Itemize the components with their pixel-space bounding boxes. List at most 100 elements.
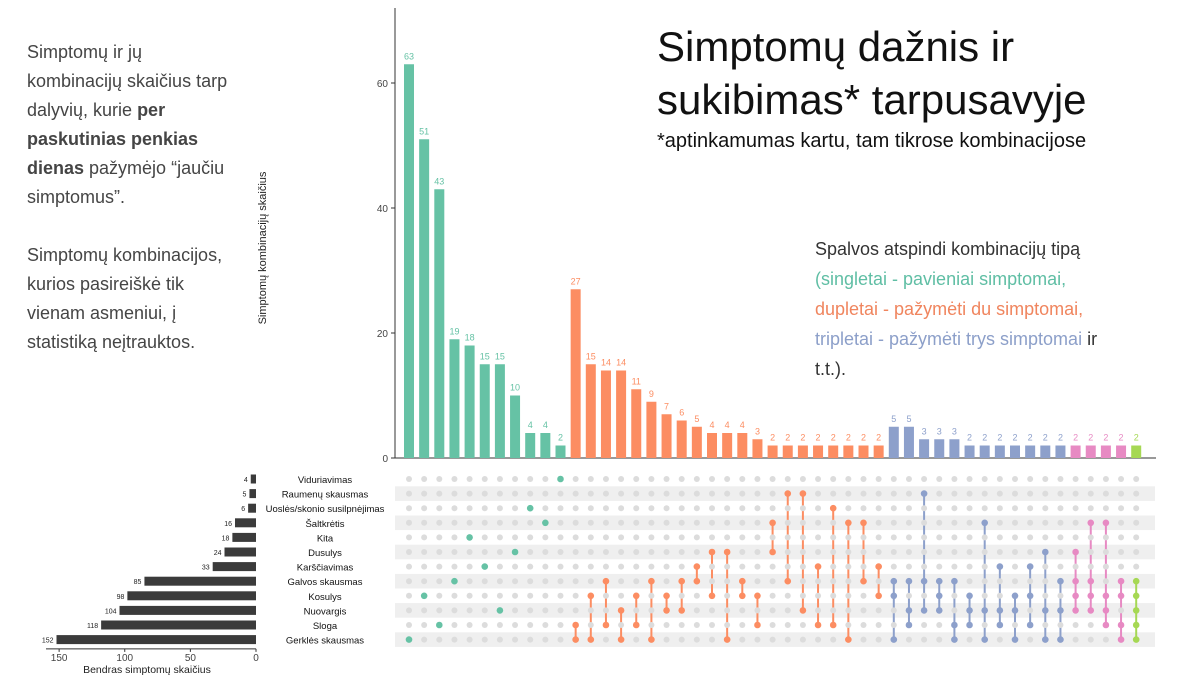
matrix-dot bbox=[527, 490, 534, 497]
matrix-dot bbox=[1072, 636, 1079, 643]
matrix-dot bbox=[1102, 505, 1109, 512]
matrix-dot-active bbox=[1102, 592, 1110, 600]
legend-singles: singletai - pavieniai simptomai, bbox=[821, 269, 1067, 289]
matrix-dot-active bbox=[723, 548, 731, 556]
matrix-dot-active bbox=[1087, 577, 1095, 585]
bar-value-label: 6 bbox=[679, 408, 684, 418]
bar-value-label: 5 bbox=[891, 414, 896, 424]
matrix-dot bbox=[436, 578, 443, 585]
matrix-dot bbox=[602, 563, 609, 570]
matrix-dot bbox=[875, 534, 882, 541]
matrix-dot bbox=[572, 490, 579, 497]
set-size-value: 98 bbox=[117, 594, 125, 601]
matrix-dot bbox=[769, 534, 776, 541]
matrix-dot bbox=[602, 505, 609, 512]
matrix-dot bbox=[421, 505, 428, 512]
matrix-dot bbox=[663, 636, 670, 643]
matrix-dot bbox=[678, 534, 685, 541]
matrix-dot bbox=[648, 549, 655, 555]
matrix-dot bbox=[466, 490, 473, 497]
intersection-bar bbox=[494, 364, 505, 458]
matrix-dot bbox=[466, 476, 473, 482]
matrix-dot bbox=[799, 636, 806, 643]
matrix-dot bbox=[633, 505, 640, 512]
matrix-dot-active bbox=[829, 504, 837, 512]
matrix-dot-active bbox=[1072, 592, 1079, 600]
matrix-dot bbox=[754, 563, 761, 570]
matrix-dot bbox=[830, 563, 837, 570]
matrix-dot bbox=[678, 549, 685, 555]
matrix-dot bbox=[557, 592, 564, 599]
matrix-dot bbox=[421, 563, 428, 570]
matrix-dot bbox=[739, 636, 746, 643]
matrix-dot bbox=[1012, 534, 1018, 541]
y-tick-label: 40 bbox=[377, 204, 389, 215]
intersection-bar bbox=[797, 445, 808, 458]
matrix-dot bbox=[739, 622, 746, 628]
matrix-dot bbox=[860, 490, 867, 497]
matrix-dot bbox=[466, 622, 473, 628]
matrix-dot-active bbox=[996, 607, 1004, 614]
matrix-dot bbox=[693, 534, 700, 541]
matrix-dot bbox=[784, 622, 791, 628]
matrix-dot bbox=[784, 563, 791, 570]
matrix-dot bbox=[845, 578, 852, 585]
set-size-value: 152 bbox=[42, 638, 54, 645]
matrix-dot bbox=[724, 505, 731, 512]
matrix-dot-active bbox=[814, 563, 822, 570]
matrix-dot bbox=[845, 505, 852, 512]
matrix-dot bbox=[799, 578, 806, 585]
y-tick-label: 20 bbox=[377, 329, 389, 340]
matrix-dot-active bbox=[920, 490, 928, 497]
matrix-dot bbox=[890, 505, 897, 512]
matrix-dot bbox=[663, 549, 670, 555]
matrix-dot bbox=[830, 607, 837, 614]
set-size-bar bbox=[212, 562, 256, 572]
matrix-dot-active bbox=[935, 607, 943, 614]
matrix-dot bbox=[451, 592, 458, 599]
matrix-dot bbox=[1042, 622, 1049, 628]
bar-value-label: 2 bbox=[831, 433, 836, 443]
matrix-dot bbox=[724, 563, 731, 570]
matrix-dot bbox=[421, 534, 428, 541]
matrix-dot bbox=[1087, 505, 1094, 512]
matrix-dot bbox=[451, 607, 458, 614]
matrix-dot bbox=[799, 519, 806, 526]
matrix-dot bbox=[1133, 549, 1140, 555]
matrix-dot bbox=[557, 519, 564, 526]
matrix-dot bbox=[557, 490, 564, 497]
matrix-dot bbox=[799, 622, 806, 628]
set-axis-tick-label: 0 bbox=[253, 653, 259, 664]
matrix-dot-active bbox=[481, 563, 489, 570]
matrix-dot bbox=[496, 476, 503, 482]
matrix-dot bbox=[587, 563, 594, 570]
matrix-dot bbox=[709, 490, 715, 497]
matrix-dot bbox=[451, 505, 458, 512]
intersection-bar bbox=[646, 401, 657, 458]
matrix-dot bbox=[542, 476, 549, 482]
bar-value-label: 63 bbox=[404, 51, 414, 61]
intro-text: Simptomų ir jų kombinacijų skaičius tarp… bbox=[27, 38, 232, 386]
matrix-dot-active bbox=[678, 607, 685, 614]
matrix-dot bbox=[451, 476, 458, 482]
matrix-dot bbox=[724, 534, 731, 541]
matrix-dot-active bbox=[845, 636, 852, 643]
matrix-dot bbox=[557, 534, 564, 541]
matrix-dot bbox=[527, 578, 534, 585]
matrix-dot-active bbox=[784, 490, 792, 497]
bar-value-label: 43 bbox=[434, 176, 444, 186]
matrix-dot bbox=[542, 607, 549, 614]
matrix-dot-active bbox=[769, 519, 776, 527]
matrix-dot-active bbox=[920, 607, 928, 614]
set-name-label: Kita bbox=[317, 533, 334, 544]
matrix-dot-active bbox=[693, 563, 701, 570]
matrix-dot bbox=[890, 549, 897, 555]
matrix-dot bbox=[784, 636, 791, 643]
matrix-dot bbox=[451, 549, 458, 555]
matrix-dot bbox=[1118, 519, 1125, 526]
matrix-dot bbox=[951, 592, 958, 599]
matrix-dot bbox=[921, 636, 928, 643]
matrix-dot bbox=[981, 505, 988, 512]
matrix-dot bbox=[481, 476, 488, 482]
intersection-bar bbox=[828, 445, 839, 458]
